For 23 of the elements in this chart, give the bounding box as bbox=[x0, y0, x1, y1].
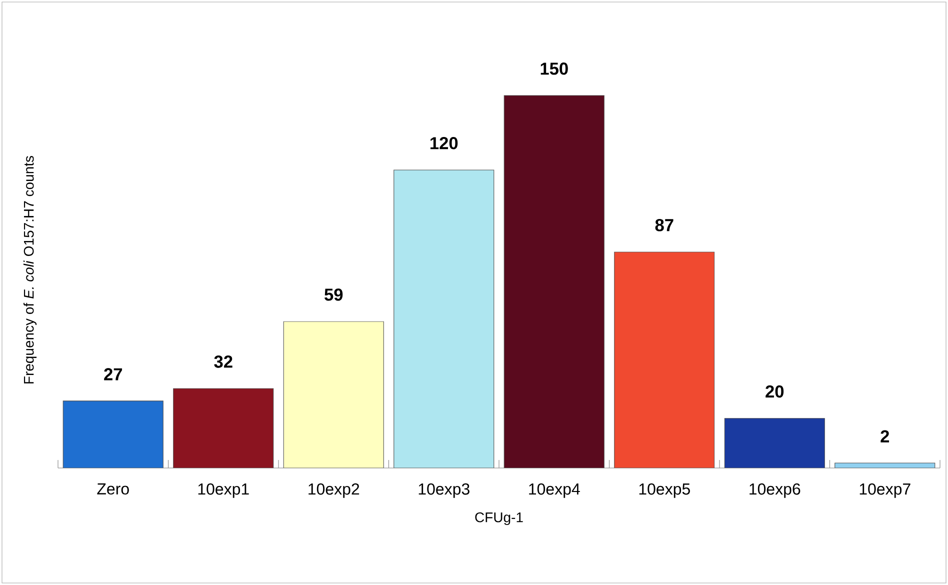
data-label: 20 bbox=[766, 385, 784, 398]
bar bbox=[724, 418, 825, 468]
y-axis-title: Frequency of E. coli O157:H7 counts bbox=[23, 156, 37, 384]
bar bbox=[834, 462, 936, 468]
bar bbox=[283, 321, 384, 468]
x-tick-label: 10exp3 bbox=[418, 483, 470, 498]
data-label: 59 bbox=[324, 288, 343, 301]
data-label: 27 bbox=[104, 368, 122, 380]
x-tick-label: 10exp5 bbox=[639, 483, 690, 498]
data-label: 2 bbox=[880, 430, 890, 442]
x-tick-label: 10exp1 bbox=[198, 483, 249, 498]
data-label: 150 bbox=[540, 62, 568, 75]
x-axis-title: CFUg-1 bbox=[475, 512, 523, 526]
data-label: 32 bbox=[214, 356, 232, 368]
x-tick-label: 10exp6 bbox=[750, 483, 800, 498]
data-label: 120 bbox=[430, 137, 458, 150]
x-tick-label: 10exp2 bbox=[308, 483, 360, 498]
x-tick-label: Zero bbox=[97, 483, 129, 495]
x-tick-label: 10exp4 bbox=[529, 483, 580, 498]
data-label: 87 bbox=[655, 218, 674, 232]
x-tick-label: 10exp7 bbox=[860, 483, 910, 498]
bar bbox=[504, 95, 604, 468]
bar bbox=[173, 388, 274, 468]
